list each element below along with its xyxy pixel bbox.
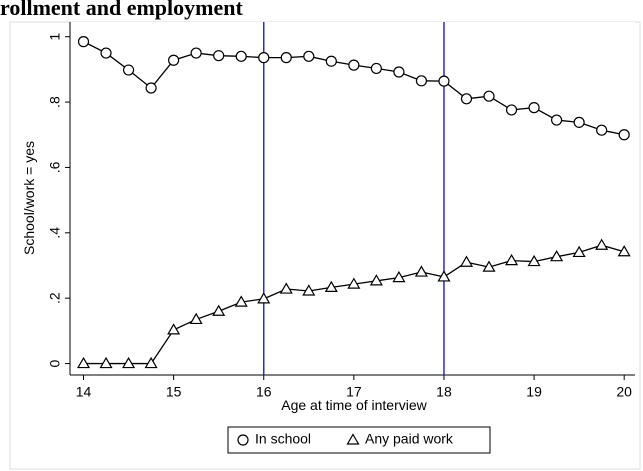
marker [279,282,293,294]
marker [527,254,541,267]
marker [235,50,247,62]
marker [325,55,337,67]
marker [459,255,474,267]
marker [618,129,630,141]
y-tick-label: .6 [47,161,63,173]
marker [393,66,405,78]
marker [280,52,292,64]
marker [482,260,496,272]
marker [348,59,360,71]
y-axis-label: School/work = yes [21,141,37,255]
marker [144,356,158,369]
marker [505,253,519,266]
x-axis-label: Age at time of interview [281,397,427,413]
marker [346,433,360,445]
marker [595,238,609,250]
y-tick-label: 0 [47,359,63,367]
marker [257,292,271,304]
marker [212,304,226,316]
y-tick-label: .2 [47,292,63,304]
marker [438,75,450,87]
marker [414,265,428,277]
marker [168,54,180,66]
x-tick-label: 19 [526,384,542,400]
marker [167,323,181,335]
chart-title: rollment and employment [0,0,243,20]
marker [437,270,451,282]
y-tick-label: .4 [47,227,63,239]
marker [100,47,112,59]
x-tick-label: 18 [436,384,452,400]
marker [145,82,157,94]
marker [528,102,540,114]
marker [392,270,406,283]
marker [505,104,518,116]
marker [347,277,361,289]
marker [324,280,338,293]
marker [234,295,248,307]
legend-label: In school [255,431,311,447]
marker [77,36,90,48]
marker [460,93,473,105]
marker [189,312,203,325]
marker [213,50,225,62]
marker [303,50,315,62]
x-tick-label: 14 [76,384,92,400]
y-tick-label: .8 [47,96,63,108]
marker [369,274,383,286]
marker [76,356,91,369]
marker [237,434,249,446]
marker [596,124,608,136]
marker [258,52,270,64]
marker [122,64,135,76]
x-tick-label: 16 [256,384,272,400]
marker [415,75,428,87]
x-tick-label: 15 [166,384,182,400]
marker [302,284,316,296]
x-tick-label: 17 [346,384,362,400]
x-tick-label: 20 [616,384,632,400]
marker [190,47,202,59]
plot-area [70,22,635,375]
marker [483,90,495,102]
legend-box [227,426,491,454]
legend: In school Any paid work [227,426,491,454]
marker [550,249,564,262]
marker [617,245,631,257]
marker [551,114,563,126]
marker [572,245,586,258]
marker [99,356,113,369]
marker [573,116,585,128]
marker [122,356,136,369]
marker [370,62,382,75]
y-tick-label: 1 [47,33,63,41]
legend-label: Any paid work [365,431,454,447]
